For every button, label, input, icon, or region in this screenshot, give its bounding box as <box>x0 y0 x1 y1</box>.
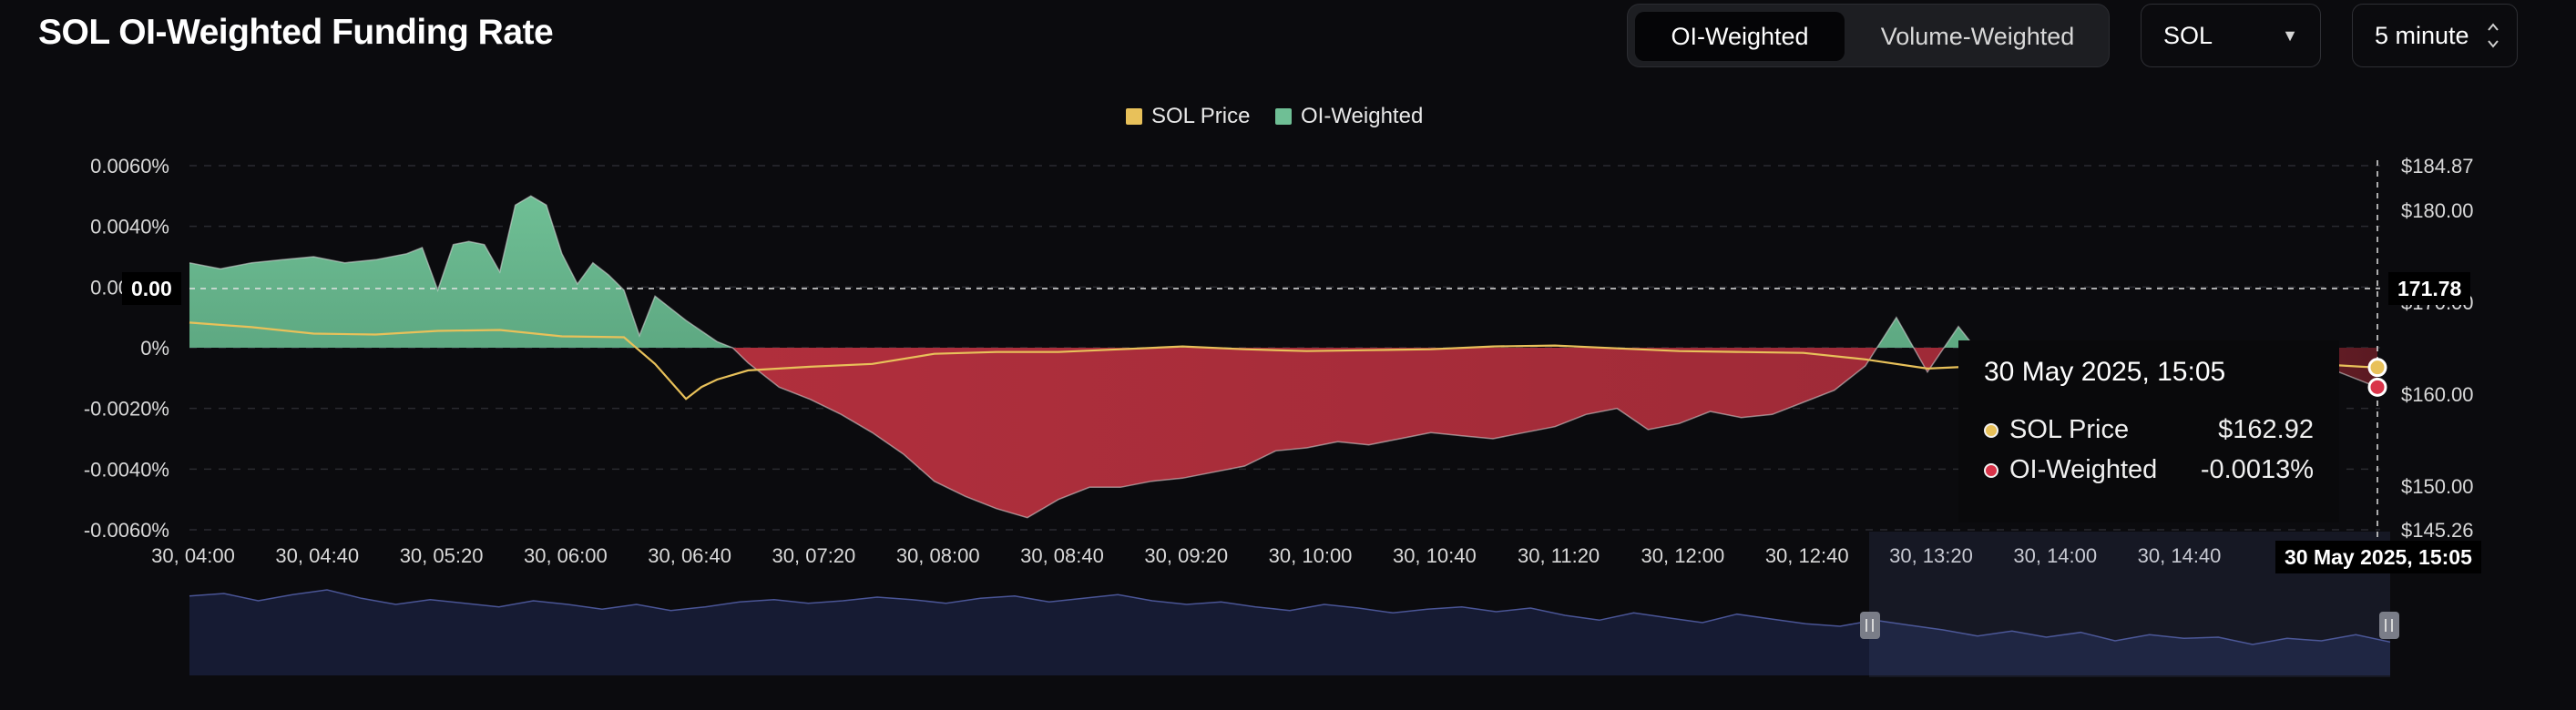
y-right-tick-label: $145.26 <box>2401 519 2474 542</box>
chevron-down-icon: ▼ <box>2282 26 2298 45</box>
oi-weighted-tab[interactable]: OI-Weighted <box>1635 12 1845 61</box>
legend-label-oi-weighted: OI-Weighted <box>1301 104 1424 128</box>
x-tick-label: 30, 14:00 <box>2013 544 2097 567</box>
y-right-tick-label: $184.87 <box>2401 155 2474 178</box>
legend-swatch-sol-price <box>1126 108 1142 125</box>
navigator-handle-left[interactable] <box>1860 612 1880 639</box>
y-left-tick-label: 0% <box>140 337 169 360</box>
x-tick-label: 30, 10:40 <box>1393 544 1477 567</box>
y-right-tick-label: $150.00 <box>2401 475 2474 498</box>
y-right-tick-label: $160.00 <box>2401 383 2474 406</box>
x-tick-label: 30, 08:00 <box>896 544 980 567</box>
x-tick-label: 30, 12:40 <box>1765 544 1849 567</box>
x-tick-label: 30, 05:20 <box>400 544 484 567</box>
weighting-toggle: OI-Weighted Volume-Weighted <box>1627 4 2110 67</box>
legend-label-sol-price: SOL Price <box>1151 104 1251 128</box>
interval-select-value: 5 minute <box>2375 22 2469 49</box>
updown-icon <box>2488 23 2499 48</box>
x-tick-label: 30, 08:40 <box>1020 544 1104 567</box>
tooltip-oi-value: -0.0013% <box>2200 455 2314 484</box>
x-tick-label: 30, 04:40 <box>275 544 359 567</box>
navigator-line <box>189 589 2391 645</box>
x-tick-label: 30, 06:40 <box>648 544 731 567</box>
legend-swatch-oi-weighted <box>1275 108 1292 125</box>
crosshair-y-right-label: 171.78 <box>2388 272 2471 305</box>
legend-item-sol-price[interactable]: SOL Price <box>1126 104 1250 129</box>
x-tick-label: 30, 06:00 <box>524 544 608 567</box>
navigator-handle-right[interactable] <box>2379 612 2399 639</box>
x-tick-label: 30, 12:00 <box>1641 544 1725 567</box>
y-left-tick-label: -0.0040% <box>84 458 169 481</box>
y-right-tick-label: $180.00 <box>2401 199 2474 222</box>
x-tick-label: 30, 10:00 <box>1269 544 1353 567</box>
tooltip-oi-label: OI-Weighted <box>2009 455 2158 484</box>
crosshair-x-label: 30 May 2025, 15:05 <box>2275 541 2481 573</box>
tooltip-row-oi: OI-Weighted -0.0013% <box>1984 455 2314 488</box>
tooltip-row-price: SOL Price $162.92 <box>1984 415 2314 448</box>
tooltip-price-dot <box>1984 423 1998 438</box>
crosshair <box>189 160 2387 546</box>
tooltip-price-label: SOL Price <box>2009 415 2130 444</box>
x-tick-label: 30, 09:20 <box>1144 544 1228 567</box>
asset-select-value: SOL <box>2163 22 2213 49</box>
y-left-tick-label: -0.0060% <box>84 519 169 542</box>
x-tick-label: 30, 13:20 <box>1889 544 1973 567</box>
x-tick-label: 30, 11:20 <box>1518 544 1600 567</box>
chart-tooltip: 30 May 2025, 15:05 SOL Price $162.92 OI-… <box>1958 340 2339 522</box>
handle-icon <box>2379 612 2399 639</box>
y-left-tick-label: -0.0020% <box>84 398 169 421</box>
page-title: SOL OI-Weighted Funding Rate <box>38 13 554 52</box>
asset-select[interactable]: SOL ▼ <box>2141 4 2321 67</box>
legend-item-oi-weighted[interactable]: OI-Weighted <box>1275 104 1423 129</box>
y-left-tick-label: 0.0060% <box>90 155 169 178</box>
oi-marker <box>2367 377 2387 397</box>
price-marker <box>2367 358 2387 378</box>
handle-icon <box>1860 612 1880 639</box>
x-tick-label: 30, 14:40 <box>2138 544 2222 567</box>
tooltip-oi-dot <box>1984 463 1998 478</box>
interval-select[interactable]: 5 minute <box>2352 4 2518 67</box>
crosshair-y-left-label: 0.00 <box>122 272 181 305</box>
negative-funding-area <box>189 348 2377 518</box>
navigator-area <box>189 590 2390 675</box>
tooltip-title: 30 May 2025, 15:05 <box>1984 357 2226 387</box>
x-tick-label: 30, 04:00 <box>151 544 235 567</box>
x-tick-label: 30, 07:20 <box>772 544 856 567</box>
volume-weighted-tab[interactable]: Volume-Weighted <box>1880 23 2075 50</box>
y-left-tick-label: 0.0040% <box>90 216 169 238</box>
tooltip-price-value: $162.92 <box>2218 415 2314 444</box>
axes: 0.0060%0.0040%0.0020%0%-0.0020%-0.0040%-… <box>84 155 2474 567</box>
